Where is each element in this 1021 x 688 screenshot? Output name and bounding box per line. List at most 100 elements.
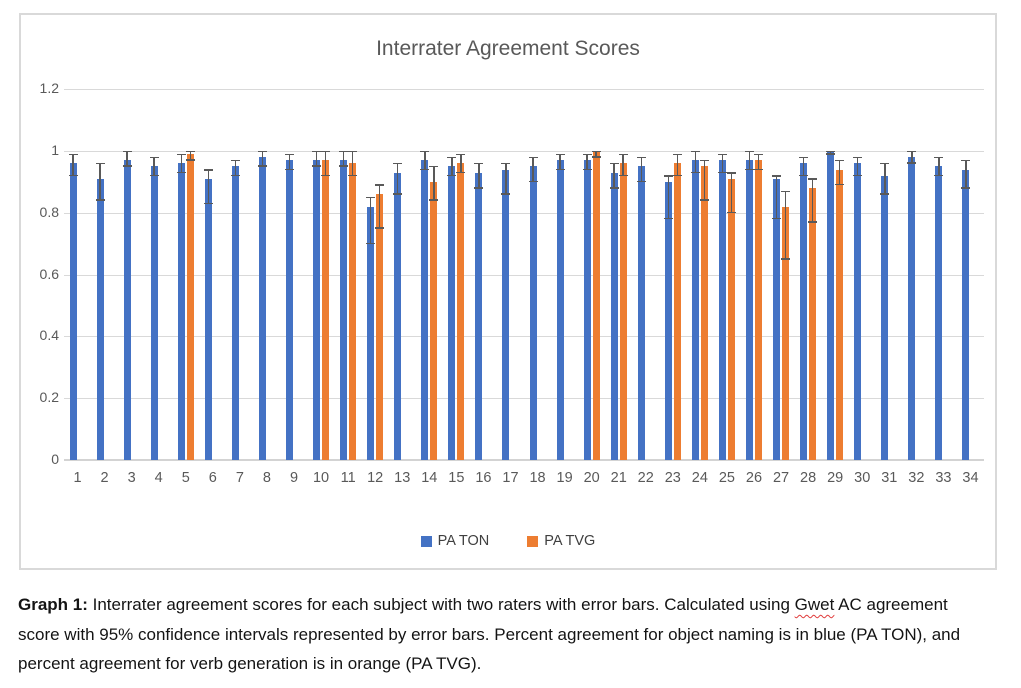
bar-pa-tvg-11 — [349, 163, 357, 460]
bar-pa-tvg-15 — [457, 163, 465, 460]
error-bar-line — [180, 154, 182, 173]
error-bar-cap-top — [420, 150, 430, 152]
x-axis-tick-19: 19 — [556, 470, 573, 486]
bar-pa-tvg-20 — [592, 151, 600, 460]
gridline-0.6 — [64, 274, 984, 276]
error-bar-cap-top — [528, 156, 538, 159]
error-bar-cap-bottom — [772, 217, 782, 220]
error-bar-cap-bottom — [672, 174, 682, 177]
error-bar-cap-bottom — [501, 193, 511, 195]
error-bar-cap-bottom — [456, 171, 466, 174]
legend-swatch-orange-icon — [527, 535, 539, 547]
error-bar-cap-bottom — [690, 171, 700, 174]
error-bar-line — [342, 151, 345, 167]
y-axis-tick-0.4: 0.4 — [39, 327, 59, 344]
bar-pa-ton-9 — [286, 160, 293, 460]
error-bar-line — [613, 163, 615, 189]
caption-text-1: Interrater agreement scores for each sub… — [87, 595, 795, 614]
error-bar-cap-bottom — [68, 174, 78, 177]
bar-pa-ton-20 — [583, 160, 591, 460]
caption-label: Graph 1: — [18, 595, 88, 614]
error-bar-cap-bottom — [474, 187, 484, 189]
error-bar-cap-bottom — [122, 165, 132, 167]
error-bar-line — [478, 163, 480, 189]
x-axis-tick-12: 12 — [367, 470, 384, 486]
x-axis-tick-17: 17 — [502, 470, 519, 486]
error-bar-cap-bottom — [745, 168, 754, 171]
x-axis-tick-24: 24 — [691, 470, 708, 486]
bar-pa-ton-3 — [123, 160, 131, 460]
error-bar-cap-bottom — [185, 159, 195, 161]
bar-pa-ton-11 — [340, 160, 348, 460]
error-bar-cap-bottom — [528, 180, 538, 183]
error-bar-line — [99, 163, 101, 201]
error-bar-line — [505, 163, 507, 195]
error-bar-line — [369, 197, 372, 244]
x-axis-tick-13: 13 — [394, 470, 411, 486]
chart-title: Interrater Agreement Scores — [376, 37, 640, 60]
bar-pa-ton-30 — [854, 163, 862, 460]
error-bar-line — [622, 154, 624, 176]
error-bar-cap-top — [663, 175, 673, 177]
x-axis-tick-18: 18 — [529, 470, 546, 486]
error-bar-cap-bottom — [636, 180, 646, 183]
error-bar-cap-top — [808, 178, 818, 180]
bar-pa-ton-25 — [718, 160, 726, 460]
error-bar-cap-top — [582, 153, 592, 156]
bar-pa-ton-1 — [69, 163, 77, 460]
error-bar-cap-bottom — [808, 221, 818, 223]
caption-text-2: AC agreement score with 95% confidence i… — [18, 595, 961, 673]
error-bar-cap-top — [717, 153, 727, 156]
gridline-0.8 — [64, 212, 984, 214]
error-bar-cap-bottom — [961, 187, 971, 189]
error-bar-cap-top — [447, 156, 457, 159]
x-axis-tick-31: 31 — [881, 470, 898, 486]
x-axis-tick-29: 29 — [827, 470, 844, 486]
error-bar-cap-top — [375, 184, 385, 186]
legend-swatch-blue-icon — [420, 535, 432, 547]
error-bar-cap-bottom — [826, 153, 836, 155]
error-bar-cap-top — [726, 172, 736, 174]
error-bar-cap-top — [285, 153, 294, 156]
error-bar-line — [559, 154, 561, 170]
bar-pa-tvg-23 — [673, 163, 681, 460]
error-bar-cap-bottom — [609, 187, 619, 189]
error-bar-cap-top — [690, 150, 700, 152]
error-bar-cap-bottom — [717, 171, 727, 174]
y-axis-tick-0.6: 0.6 — [39, 265, 59, 282]
error-bar-line — [730, 172, 733, 213]
error-bar-cap-top — [591, 150, 601, 152]
error-bar-line — [829, 151, 832, 155]
error-bar-cap-bottom — [699, 199, 709, 201]
error-bar-cap-bottom — [257, 165, 267, 167]
bar-pa-tvg-28 — [809, 188, 817, 460]
error-bar-line — [451, 157, 453, 176]
chart-legend: PA TON PA TVG — [21, 533, 995, 549]
error-bar-cap-bottom — [880, 193, 890, 195]
x-axis-tick-9: 9 — [289, 470, 299, 486]
error-bar-cap-bottom — [285, 168, 294, 171]
x-axis-tick-5: 5 — [181, 470, 190, 486]
bar-pa-ton-34 — [962, 169, 970, 460]
x-axis-tick-7: 7 — [235, 470, 244, 486]
error-bar-cap-bottom — [203, 202, 213, 205]
legend-label-pa-ton: PA TON — [437, 533, 490, 549]
error-bar-cap-top — [772, 175, 782, 177]
error-bar-cap-top — [754, 153, 763, 156]
error-bar-cap-top — [853, 156, 863, 159]
chart-plot-area: 1.2 1 0.8 0.6 0.4 0.2 0 1 2 3 4 5 6 7 8 9 10 11 12 13 14 15 16… — [21, 15, 995, 568]
bar-pa-tvg-24 — [700, 166, 708, 460]
bar-pa-ton-14 — [421, 160, 429, 460]
legend-label-pa-tvg: PA TVG — [544, 533, 596, 549]
bar-pa-ton-17 — [502, 169, 510, 460]
error-bar-line — [838, 160, 841, 185]
y-axis-tick-1: 1 — [51, 142, 59, 158]
error-bar-line — [126, 151, 128, 167]
y-axis-tick-0.8: 0.8 — [39, 203, 59, 220]
error-bar-cap-top — [149, 156, 159, 159]
error-bar-cap-bottom — [312, 165, 322, 167]
gridline-1.2 — [64, 89, 984, 91]
error-bar-line — [153, 157, 155, 176]
error-bar-cap-bottom — [375, 227, 385, 229]
bar-pa-ton-7 — [231, 166, 239, 460]
